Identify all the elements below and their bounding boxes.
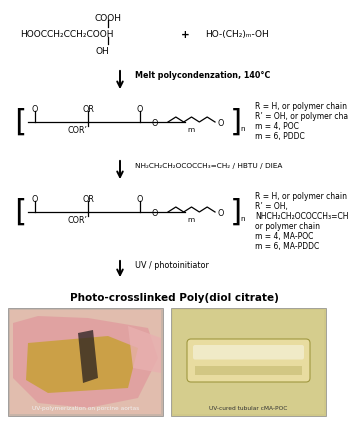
Text: O: O	[217, 209, 223, 218]
Text: or polymer chain: or polymer chain	[255, 222, 320, 231]
Polygon shape	[13, 316, 158, 408]
Text: O: O	[137, 195, 143, 204]
Text: O: O	[217, 119, 223, 128]
Text: UV / photoinitiator: UV / photoinitiator	[135, 261, 209, 270]
Text: OR: OR	[82, 195, 94, 204]
Bar	[195, 366, 302, 375]
Text: n: n	[240, 216, 245, 222]
Text: HO-(CH₂)ₘ-OH: HO-(CH₂)ₘ-OH	[205, 30, 269, 39]
Bar	[8, 308, 163, 416]
Text: Melt polycondenzation, 140°C: Melt polycondenzation, 140°C	[135, 71, 270, 80]
Text: UV-polymerization on porcine aortas: UV-polymerization on porcine aortas	[32, 406, 139, 411]
Text: HOOCCH₂CCH₂COOH: HOOCCH₂CCH₂COOH	[20, 30, 113, 39]
Polygon shape	[78, 330, 98, 383]
Text: O: O	[32, 105, 38, 114]
Bar	[173, 310, 324, 414]
Text: O: O	[152, 209, 158, 218]
Text: O: O	[152, 119, 158, 128]
Text: Photo-crosslinked Poly(diol citrate): Photo-crosslinked Poly(diol citrate)	[70, 293, 278, 303]
Text: R’ = OH,: R’ = OH,	[255, 202, 288, 211]
Text: [: [	[10, 198, 29, 227]
Polygon shape	[26, 336, 138, 393]
Text: m = 4, POC: m = 4, POC	[255, 122, 299, 131]
Text: m: m	[188, 127, 195, 133]
Bar	[10, 310, 161, 414]
Text: COR’: COR’	[68, 216, 88, 225]
Bar	[171, 308, 326, 416]
Text: R’ = OH, or polymer chain: R’ = OH, or polymer chain	[255, 112, 348, 121]
FancyBboxPatch shape	[193, 345, 304, 359]
Text: OH: OH	[95, 47, 109, 56]
Text: COR’: COR’	[68, 126, 88, 135]
Text: NH₂CH₂CH₂OCOCCH₃=CH₂ / HBTU / DIEA: NH₂CH₂CH₂OCOCCH₃=CH₂ / HBTU / DIEA	[135, 163, 282, 169]
Text: COOH: COOH	[95, 14, 121, 23]
Text: OR: OR	[82, 105, 94, 114]
Text: O: O	[137, 105, 143, 114]
Text: +: +	[181, 30, 189, 40]
Text: O: O	[32, 195, 38, 204]
Polygon shape	[128, 326, 161, 373]
Text: m = 6, MA-PDDC: m = 6, MA-PDDC	[255, 242, 319, 251]
Text: [: [	[10, 108, 29, 137]
Text: ]: ]	[228, 108, 246, 137]
Text: R = H, or polymer chain: R = H, or polymer chain	[255, 192, 347, 201]
Text: m = 6, PDDC: m = 6, PDDC	[255, 132, 305, 141]
Text: NHCH₂CH₂OCOCCH₃=CH₂,: NHCH₂CH₂OCOCCH₃=CH₂,	[255, 212, 348, 221]
Text: m = 4, MA-POC: m = 4, MA-POC	[255, 232, 314, 241]
Text: UV-cured tubular cMA-POC: UV-cured tubular cMA-POC	[209, 406, 288, 411]
Text: m: m	[188, 217, 195, 223]
FancyBboxPatch shape	[187, 339, 310, 382]
Text: n: n	[240, 126, 245, 132]
Text: ]: ]	[228, 198, 246, 227]
Text: R = H, or polymer chain: R = H, or polymer chain	[255, 102, 347, 111]
